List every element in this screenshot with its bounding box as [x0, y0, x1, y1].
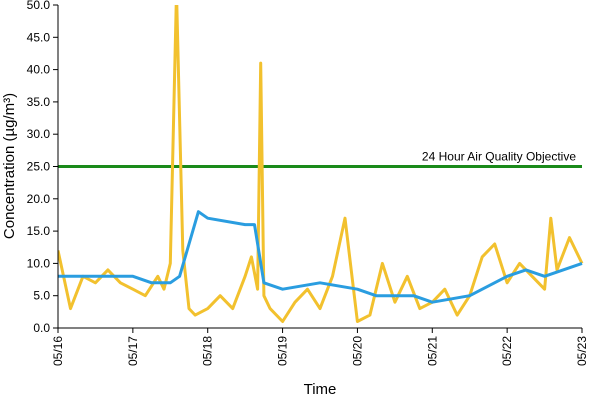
x-axis-title: Time	[304, 381, 337, 398]
x-tick-label: 05/17	[126, 336, 140, 366]
y-tick-label: 50.0	[27, 0, 51, 12]
y-tick-label: 15.0	[27, 224, 51, 238]
y-tick-label: 30.0	[27, 127, 51, 141]
y-tick-label: 45.0	[27, 30, 51, 44]
y-tick-label: 20.0	[27, 192, 51, 206]
x-tick-label: 05/20	[350, 336, 364, 366]
x-tick-label: 05/18	[201, 336, 215, 366]
x-tick-label: 05/21	[425, 336, 439, 366]
series-line-1	[58, 5, 584, 323]
y-tick-label: 0.0	[33, 321, 50, 335]
y-tick-label: 40.0	[27, 63, 51, 77]
y-tick-label: 25.0	[27, 160, 51, 174]
y-tick-label: 35.0	[27, 95, 51, 109]
x-tick-label: 05/23	[575, 336, 589, 366]
y-tick-label: 5.0	[33, 289, 50, 303]
x-tick-label: 05/16	[51, 336, 65, 366]
x-tick-label: 05/19	[276, 336, 290, 366]
x-tick-label: 05/22	[500, 336, 514, 366]
y-tick-label: 10.0	[27, 256, 51, 270]
objective-label: 24 Hour Air Quality Objective	[422, 150, 576, 164]
series-line-2	[58, 210, 583, 304]
y-axis-title: Concentration (µg/m³)	[1, 93, 18, 239]
